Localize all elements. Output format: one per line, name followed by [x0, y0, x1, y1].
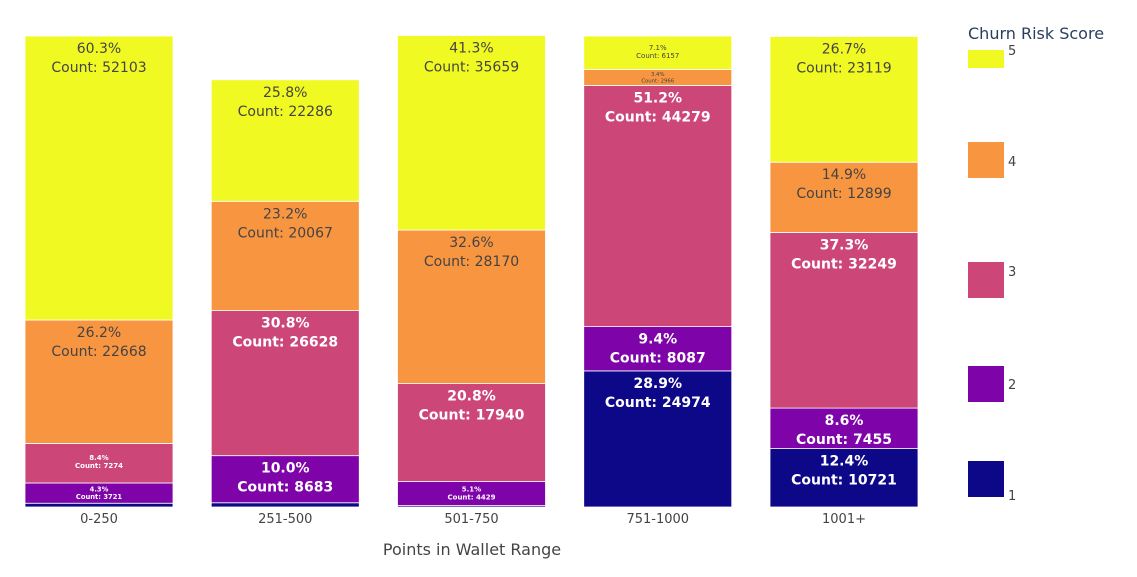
- bar-segment-501-750-score-3[interactable]: [397, 383, 546, 482]
- legend-level-label: 5: [1008, 44, 1016, 59]
- bar-segment-1001+-score-3[interactable]: [769, 232, 919, 409]
- segment-percent-label: 25.8%: [263, 85, 307, 101]
- segment-count-label: Count: 35659: [424, 60, 519, 76]
- segment-count-label: Count: 7274: [75, 462, 123, 470]
- x-tick-label: 0-250: [80, 512, 118, 527]
- legend-level-label: 4: [1008, 155, 1016, 170]
- segment-count-label: Count: 10721: [791, 473, 897, 489]
- segment-percent-label: 51.2%: [633, 90, 682, 106]
- segment-percent-label: 28.9%: [633, 376, 682, 392]
- segment-count-label: Count: 8683: [237, 480, 333, 496]
- segment-count-label: Count: 22286: [238, 104, 333, 120]
- legend-swatch-3: [968, 262, 1004, 298]
- segment-count-label: Count: 44279: [605, 109, 711, 125]
- legend-level-label: 2: [1008, 378, 1016, 393]
- bar-segment-501-750-score-5[interactable]: [397, 35, 546, 231]
- segment-percent-label: 5.1%: [462, 486, 481, 494]
- segment-count-label: Count: 12899: [796, 186, 891, 202]
- legend-title: Churn Risk Score: [968, 24, 1104, 43]
- bar-segment-251-500-score-1[interactable]: [210, 502, 360, 508]
- segment-percent-label: 41.3%: [449, 41, 493, 57]
- bar-segment-751-1000-score-2[interactable]: [583, 326, 733, 372]
- bars-group: [24, 35, 919, 508]
- bar-segment-251-500-score-5[interactable]: [210, 79, 360, 202]
- bar-segment-251-500-score-2[interactable]: [210, 455, 360, 504]
- segment-percent-label: 26.2%: [77, 325, 121, 341]
- bar-segment-0-250-score-5[interactable]: [24, 35, 174, 321]
- x-tick-label: 251-500: [258, 512, 312, 527]
- segment-percent-label: 3.4%: [651, 72, 665, 78]
- bar-segment-751-1000-score-1[interactable]: [583, 370, 733, 508]
- x-tick-labels: 0-250 251-500 501-750 751-1000 1001+: [80, 512, 866, 527]
- segment-count-label: Count: 2966: [641, 79, 674, 85]
- segment-count-label: Count: 20067: [238, 225, 333, 241]
- bar-segment-1001+-score-4[interactable]: [769, 161, 919, 233]
- segment-count-label: Count: 4429: [448, 494, 496, 502]
- segment-count-label: Count: 28170: [424, 254, 519, 270]
- segment-percent-label: 9.4%: [638, 332, 677, 348]
- bar-segment-1001+-score-2[interactable]: [769, 407, 919, 449]
- segment-count-label: Count: 26628: [232, 335, 338, 351]
- bar-segment-751-1000-score-3[interactable]: [583, 85, 733, 328]
- bar-segment-251-500-score-4[interactable]: [210, 200, 360, 311]
- segment-count-label: Count: 3721: [76, 493, 123, 501]
- segment-percent-label: 10.0%: [261, 461, 310, 477]
- legend-swatch-1: [968, 461, 1004, 497]
- bar-segment-0-250-score-3[interactable]: [24, 443, 174, 484]
- segment-count-label: Count: 24974: [605, 395, 711, 411]
- bar-segment-0-250-score-1[interactable]: [24, 502, 174, 508]
- x-tick-label: 1001+: [822, 512, 866, 527]
- bar-segment-1001+-score-1[interactable]: [769, 448, 919, 508]
- x-tick-label: 751-1000: [626, 512, 689, 527]
- segment-count-label: Count: 8087: [610, 351, 706, 367]
- segment-percent-label: 7.1%: [649, 44, 667, 52]
- legend-swatch-4: [968, 142, 1004, 178]
- segment-percent-label: 20.8%: [447, 389, 496, 405]
- x-axis-title: Points in Wallet Range: [383, 540, 561, 559]
- segment-count-label: Count: 22668: [51, 344, 146, 360]
- legend-swatch-5: [968, 50, 1004, 68]
- segment-count-label: Count: 23119: [796, 60, 891, 76]
- segment-percent-label: 23.2%: [263, 206, 307, 222]
- segment-percent-label: 12.4%: [820, 454, 869, 470]
- segment-count-label: Count: 17940: [419, 408, 525, 424]
- segment-count-label: Count: 32249: [791, 256, 897, 272]
- bar-segment-751-1000-score-5[interactable]: [583, 35, 733, 70]
- segment-percent-label: 60.3%: [77, 41, 121, 57]
- legend-level-label: 1: [1008, 489, 1016, 504]
- segment-percent-label: 8.6%: [825, 413, 864, 429]
- color-legend: Churn Risk Score 1 2 3 4 5: [968, 24, 1104, 504]
- segment-percent-label: 8.4%: [89, 454, 108, 462]
- segment-percent-label: 32.6%: [449, 235, 493, 251]
- legend-level-label: 3: [1008, 265, 1016, 280]
- segment-count-label: Count: 52103: [51, 60, 146, 76]
- segment-percent-label: 26.7%: [822, 41, 866, 57]
- segment-percent-label: 4.3%: [90, 485, 109, 493]
- bar-segment-1001+-score-5[interactable]: [769, 36, 919, 163]
- segment-percent-label: 30.8%: [261, 316, 310, 332]
- segment-percent-label: 37.3%: [820, 237, 869, 253]
- legend-swatch-2: [968, 366, 1004, 402]
- x-tick-label: 501-750: [444, 512, 498, 527]
- segment-count-label: Count: 7455: [796, 432, 892, 448]
- segment-count-label: Count: 6157: [636, 52, 679, 60]
- segment-percent-label: 14.9%: [822, 167, 866, 183]
- bar-segment-251-500-score-3[interactable]: [210, 310, 360, 457]
- segment-labels-group: 4.3%Count: 3721 8.4%Count: 7274 26.2% Count…: [51, 41, 896, 502]
